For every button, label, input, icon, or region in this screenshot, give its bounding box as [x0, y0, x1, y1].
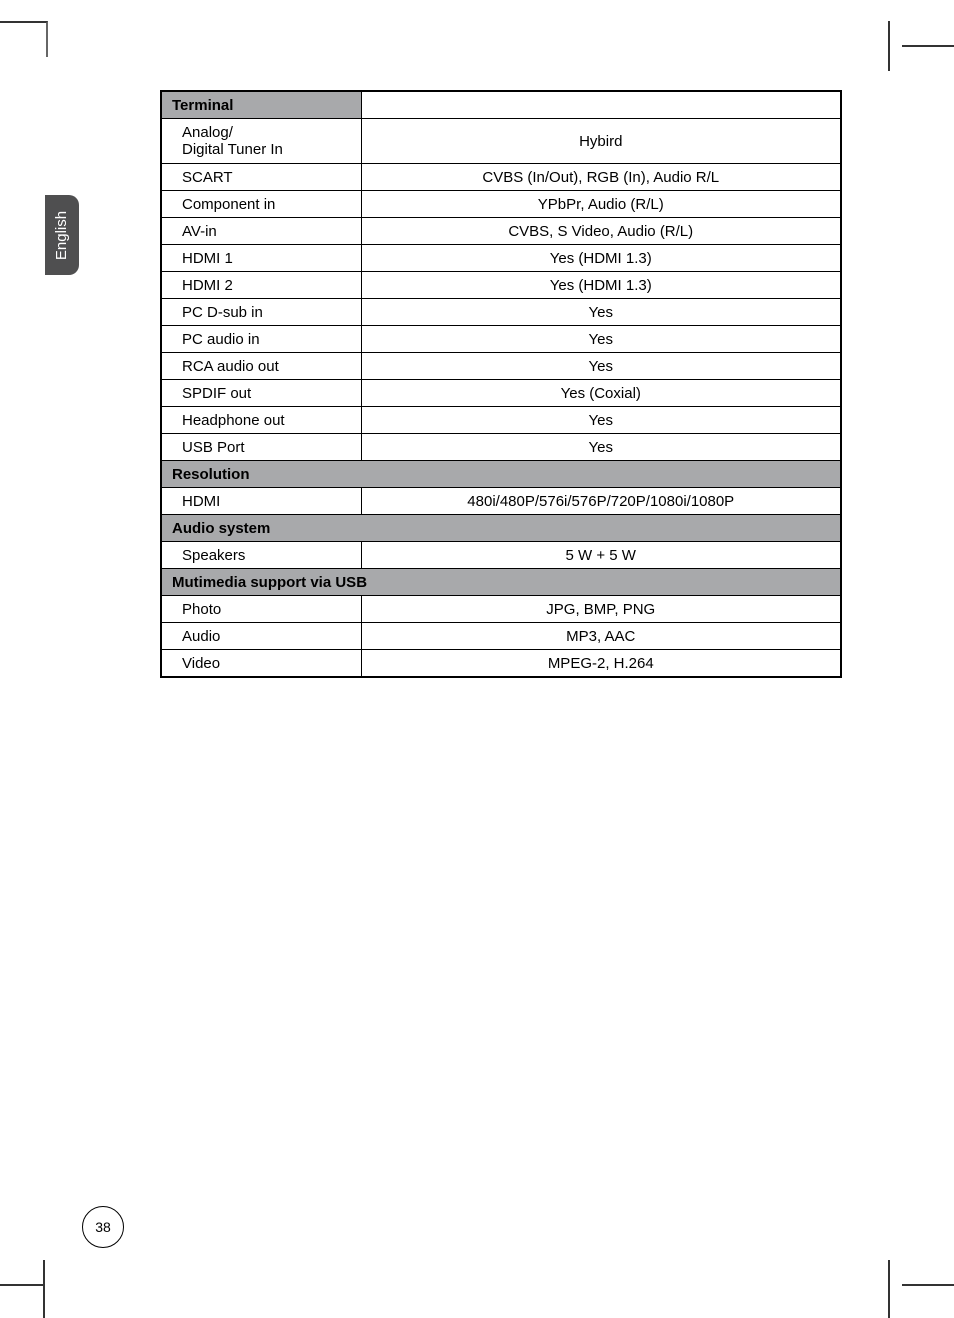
spec-value: 480i/480P/576i/576P/720P/1080i/1080P	[361, 488, 841, 515]
spec-value: Yes (Coxial)	[361, 380, 841, 407]
spec-label: PC audio in	[161, 326, 361, 353]
spec-label: Component in	[161, 191, 361, 218]
spec-label: USB Port	[161, 434, 361, 461]
spec-value: Yes	[361, 299, 841, 326]
spec-value: MP3, AAC	[361, 623, 841, 650]
language-tab: English	[45, 195, 79, 275]
spec-label: HDMI	[161, 488, 361, 515]
spec-label: Photo	[161, 596, 361, 623]
spec-label: HDMI 1	[161, 245, 361, 272]
spec-value: Yes (HDMI 1.3)	[361, 272, 841, 299]
section-header: Resolution	[161, 461, 841, 488]
spec-value: Yes	[361, 434, 841, 461]
spec-value: YPbPr, Audio (R/L)	[361, 191, 841, 218]
spec-value: JPG, BMP, PNG	[361, 596, 841, 623]
spec-value: CVBS (In/Out), RGB (In), Audio R/L	[361, 164, 841, 191]
spec-value: 5 W + 5 W	[361, 542, 841, 569]
spec-value: MPEG-2, H.264	[361, 650, 841, 678]
spec-value: Yes	[361, 326, 841, 353]
crop-mark-bottom-left	[21, 1260, 67, 1318]
language-tab-label: English	[54, 210, 71, 259]
specs-table-wrap: TerminalAnalog/Digital Tuner InHybirdSCA…	[160, 90, 840, 678]
spec-label: RCA audio out	[161, 353, 361, 380]
crop-mark-top-right	[888, 21, 954, 57]
section-header: Audio system	[161, 515, 841, 542]
section-header: Mutimedia support via USB	[161, 569, 841, 596]
spec-value: Hybird	[361, 119, 841, 164]
spec-value: Yes	[361, 407, 841, 434]
spec-label: SCART	[161, 164, 361, 191]
spec-label: Speakers	[161, 542, 361, 569]
spec-value: CVBS, S Video, Audio (R/L)	[361, 218, 841, 245]
spec-label: AV-in	[161, 218, 361, 245]
spec-label: Analog/Digital Tuner In	[161, 119, 361, 164]
page-number-badge: 38	[82, 1206, 124, 1248]
spec-label: Headphone out	[161, 407, 361, 434]
spec-value: Yes	[361, 353, 841, 380]
spec-value: Yes (HDMI 1.3)	[361, 245, 841, 272]
specs-table: TerminalAnalog/Digital Tuner InHybirdSCA…	[160, 90, 842, 678]
spec-label: HDMI 2	[161, 272, 361, 299]
page-number: 38	[95, 1219, 111, 1235]
crop-mark-top-left	[0, 21, 48, 57]
section-header-empty	[361, 91, 841, 119]
section-header: Terminal	[161, 91, 361, 119]
crop-mark-bottom-right	[888, 1260, 954, 1318]
spec-label: PC D-sub in	[161, 299, 361, 326]
spec-label: SPDIF out	[161, 380, 361, 407]
spec-label: Audio	[161, 623, 361, 650]
spec-label: Video	[161, 650, 361, 678]
